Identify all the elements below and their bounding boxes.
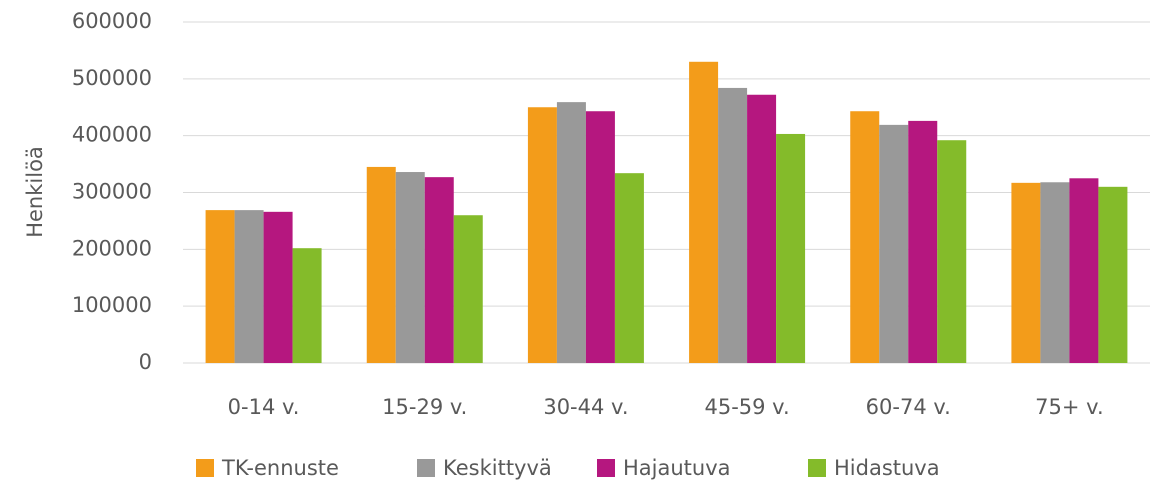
y-tick-label: 200000 <box>72 236 152 260</box>
x-tick-label: 75+ v. <box>1035 395 1103 419</box>
x-tick-label: 45-59 v. <box>704 395 789 419</box>
bar <box>292 248 322 363</box>
bar <box>1098 186 1128 363</box>
bar <box>453 215 483 363</box>
x-tick-label: 30-44 v. <box>543 395 628 419</box>
bar <box>234 210 264 363</box>
legend-label: Hajautuva <box>623 456 731 480</box>
y-tick-label: 300000 <box>72 180 152 204</box>
bar <box>527 107 557 363</box>
legend-label: Hidastuva <box>834 456 940 480</box>
y-tick-label: 100000 <box>72 293 152 317</box>
y-tick-label: 400000 <box>72 123 152 147</box>
legend-label: TK-ennuste <box>221 456 339 480</box>
y-tick-label: 500000 <box>72 66 152 90</box>
bar <box>689 61 719 364</box>
bar <box>908 120 938 363</box>
legend-swatch <box>196 459 214 477</box>
bar <box>937 140 967 363</box>
bar <box>614 173 644 363</box>
legend-swatch <box>808 459 826 477</box>
bar <box>1069 178 1099 363</box>
bar <box>556 102 586 363</box>
bar <box>776 133 806 363</box>
y-tick-label: 600000 <box>72 9 152 33</box>
bar <box>263 211 293 363</box>
x-tick-label: 0-14 v. <box>228 395 300 419</box>
bar <box>395 172 425 363</box>
legend-label: Keskittyvä <box>443 456 552 480</box>
y-tick-label: 0 <box>139 350 152 374</box>
bar <box>366 166 396 363</box>
bar <box>718 87 748 363</box>
bar <box>879 124 909 363</box>
bar <box>1011 182 1041 363</box>
bar <box>850 111 880 363</box>
bar <box>1040 182 1070 363</box>
bar <box>424 177 454 363</box>
bar <box>747 94 777 363</box>
bar <box>585 111 615 363</box>
x-tick-label: 15-29 v. <box>382 395 467 419</box>
bar <box>205 210 235 363</box>
y-axis-label: Henkilöä <box>23 146 47 238</box>
x-tick-label: 60-74 v. <box>866 395 951 419</box>
legend-swatch <box>597 459 615 477</box>
legend-swatch <box>417 459 435 477</box>
